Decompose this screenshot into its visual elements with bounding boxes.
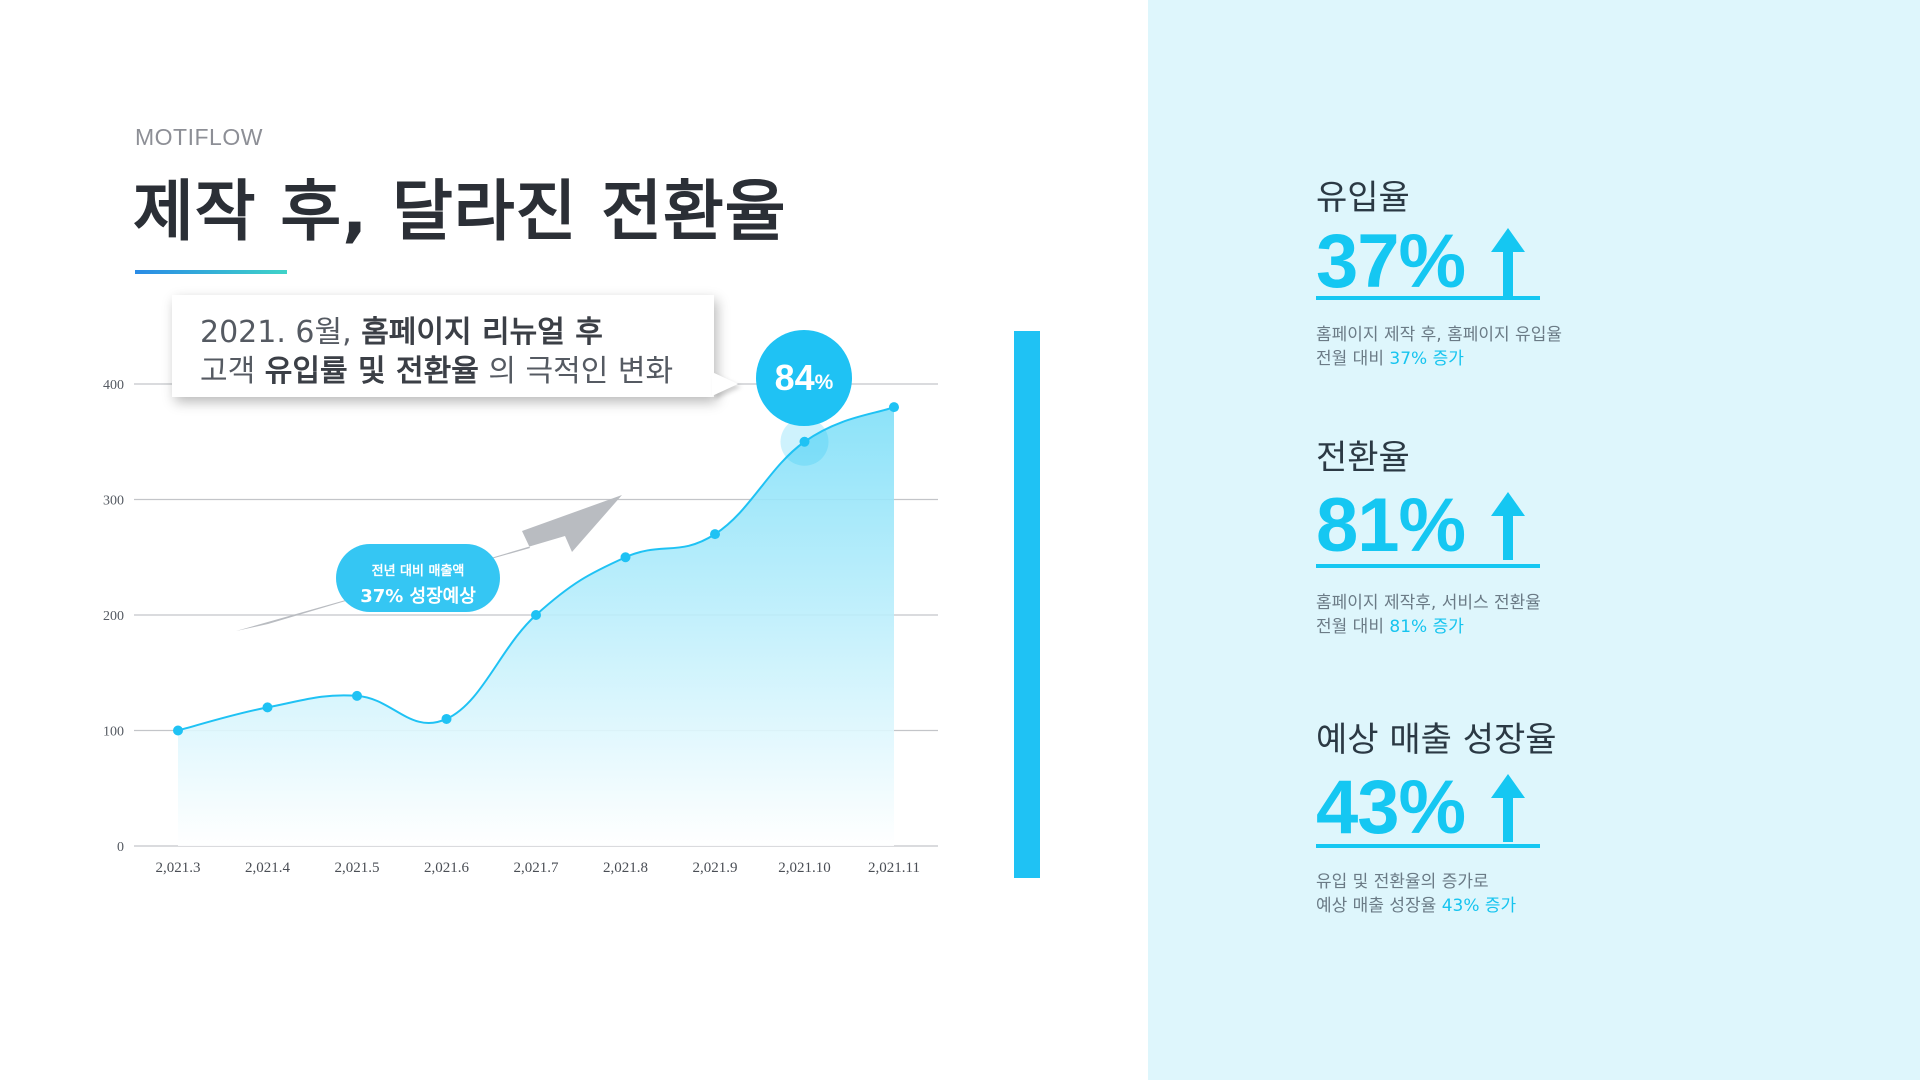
y-tick-label: 400: [103, 378, 124, 393]
x-tick-label: 2,021.7: [514, 860, 560, 876]
metric-conversion: 전환율 81% 홈페이지 제작후, 서비스 전환율 전월 대비 81% 증가: [1316, 430, 1541, 637]
callout-line-2-prefix: 고객: [200, 354, 265, 389]
metric-value: 37%: [1316, 219, 1466, 304]
x-tick-label: 2,021.5: [335, 860, 380, 876]
metric-value: 43%: [1316, 765, 1466, 850]
metric-description-highlight: 81% 증가: [1389, 617, 1464, 637]
y-tick-label: 0: [117, 840, 124, 855]
metric-description-prefix: 전월 대비: [1316, 349, 1390, 369]
callout-line-2: 고객 유입률 및 전환율 의 극적인 변화: [200, 346, 673, 390]
metric-label: 예상 매출 성장율: [1316, 720, 1557, 760]
metric-description-line-1: 홈페이지 제작후, 서비스 전환율: [1316, 593, 1541, 613]
metric-description-prefix: 전월 대비: [1316, 617, 1390, 637]
callout-line-1-emphasis: 홈페이지 리뉴얼 후: [361, 315, 603, 350]
metric-description: 홈페이지 제작후, 서비스 전환율 전월 대비 81% 증가: [1316, 591, 1736, 639]
metric-description: 유입 및 전환율의 증가로 예상 매출 성장율 43% 증가: [1316, 870, 1736, 918]
metrics-panel: [1148, 0, 1920, 1080]
metric-description-line-2: 전월 대비 37% 증가: [1316, 347, 1736, 371]
data-point: [799, 436, 810, 447]
data-point: [441, 713, 452, 724]
x-tick-label: 2,021.8: [603, 860, 648, 876]
metric-description-line-1: 홈페이지 제작 후, 홈페이지 유입율: [1316, 325, 1562, 345]
page-title: 제작 후, 달라진 전환율: [133, 173, 787, 250]
data-point: [889, 402, 899, 413]
x-tick-label: 2,021.6: [424, 860, 470, 876]
y-tick-label: 200: [103, 609, 124, 624]
metric-underline: [1316, 296, 1540, 300]
metric-underline: [1316, 564, 1540, 568]
title-underline: [135, 270, 287, 274]
accent-bar: [1014, 331, 1040, 878]
growth-badge: 전년 대비 매출액 37% 성장예상: [336, 544, 500, 612]
callout-box: 2021. 6월, 홈페이지 리뉴얼 후 고객 유입률 및 전환율 의 극적인 …: [172, 295, 714, 397]
data-point: [710, 529, 720, 540]
metric-description-highlight: 37% 증가: [1389, 349, 1464, 369]
metric-underline: [1316, 844, 1540, 848]
metric-description: 홈페이지 제작 후, 홈페이지 유입율 전월 대비 37% 증가: [1316, 323, 1736, 371]
metric-inflow: 유입율 37% 홈페이지 제작 후, 홈페이지 유입율 전월 대비 37% 증가: [1316, 170, 1562, 369]
y-tick-label: 300: [103, 494, 124, 509]
metric-sales-growth: 예상 매출 성장율 43% 유입 및 전환율의 증가로 예상 매출 성장율 43…: [1316, 712, 1557, 916]
arrow-up-icon: [1491, 228, 1525, 296]
callout-line-2-emphasis: 유입률 및 전환율: [264, 354, 479, 389]
x-tick-label: 2,021.4: [245, 860, 291, 876]
x-tick-label: 2,021.10: [778, 860, 831, 876]
metric-description-line-1: 유입 및 전환율의 증가로: [1316, 872, 1489, 892]
conversion-area-chart: 0 100 200 300 400 2,021.3 2,021.4 2,021.5 2,021.…: [103, 378, 938, 876]
callout-tail: [712, 372, 738, 396]
data-point: [620, 552, 631, 563]
x-tick-label: 2,021.3: [156, 860, 201, 876]
x-tick-label: 2,021.11: [868, 860, 920, 876]
metric-label: 전환율: [1316, 438, 1410, 478]
brand-label: MOTIFLOW: [135, 124, 263, 150]
highlight-bubble: 84%: [756, 330, 852, 426]
metric-description-line-2: 예상 매출 성장율 43% 증가: [1316, 894, 1736, 918]
growth-badge-line-1: 전년 대비 매출액: [371, 564, 465, 579]
y-tick-label: 100: [103, 725, 124, 740]
metric-description-highlight: 43% 증가: [1441, 896, 1517, 916]
metric-label: 유입율: [1316, 178, 1410, 218]
arrow-up-icon: [1491, 774, 1525, 842]
x-tick-label: 2,021.9: [693, 860, 738, 876]
callout-line-1: 2021. 6월, 홈페이지 리뉴얼 후: [200, 307, 603, 351]
data-point: [352, 690, 362, 701]
metric-description-line-2: 전월 대비 81% 증가: [1316, 615, 1736, 639]
data-point: [262, 702, 273, 713]
callout-line-1-prefix: 2021. 6월,: [200, 315, 362, 350]
highlight-unit: %: [814, 370, 834, 394]
arrow-up-icon: [1491, 492, 1525, 560]
area-fill: [178, 407, 894, 846]
data-point: [531, 610, 541, 620]
metric-description-prefix: 예상 매출 성장율: [1316, 896, 1442, 916]
data-point: [173, 725, 183, 736]
callout-line-2-suffix: 의 극적인 변화: [478, 354, 674, 389]
highlight-value: 84: [774, 357, 815, 398]
metric-value: 81%: [1316, 483, 1466, 568]
growth-badge-line-2: 37% 성장예상: [360, 586, 476, 607]
